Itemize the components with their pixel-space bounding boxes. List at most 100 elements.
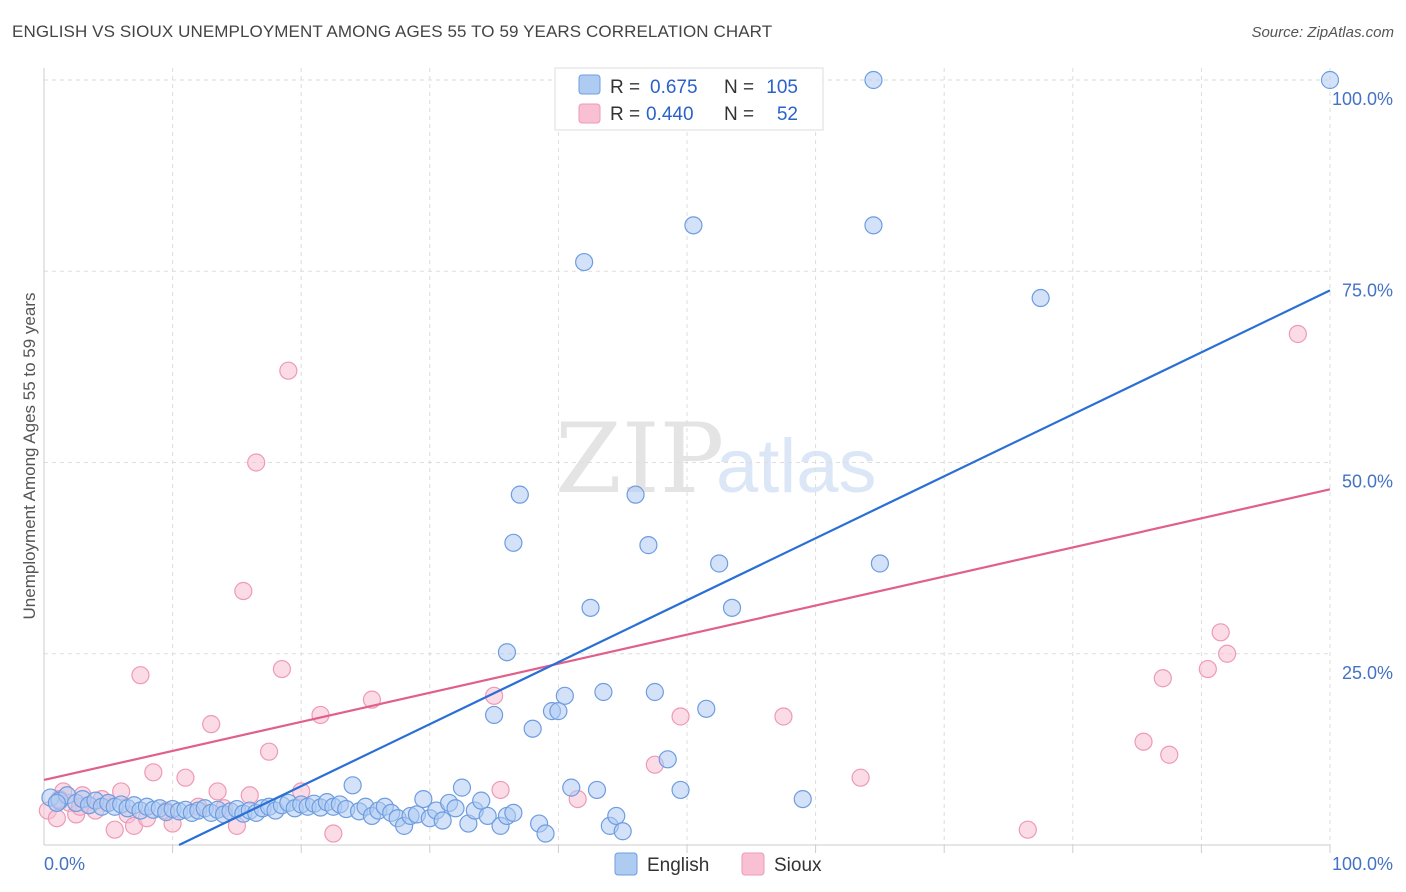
sioux-point	[279, 361, 298, 380]
legend-english-r-label: R =	[610, 77, 640, 98]
english-point	[504, 533, 523, 552]
sioux-point	[1018, 820, 1037, 839]
y-tick-label: 25.0%	[1342, 663, 1393, 683]
sioux-point	[671, 707, 690, 726]
sioux-point	[311, 705, 330, 725]
sioux-point	[234, 581, 253, 601]
english-point	[645, 682, 664, 702]
english-point	[594, 682, 613, 702]
sioux-point	[1134, 732, 1153, 751]
sioux-point	[491, 780, 510, 800]
english-point	[639, 536, 658, 555]
english-point	[864, 216, 883, 235]
sioux-point	[1153, 669, 1172, 688]
sioux-point	[272, 659, 292, 679]
bottom-legend: English Sioux	[614, 852, 822, 876]
english-point	[414, 789, 433, 809]
sioux-point	[851, 768, 870, 787]
trendlines	[43, 289, 1331, 846]
sioux-point	[247, 453, 266, 472]
english-point	[523, 719, 542, 738]
sioux-point	[144, 763, 163, 782]
bottom-legend-english-label: English	[647, 855, 709, 876]
sioux-point	[208, 782, 227, 801]
english-point	[870, 554, 890, 573]
sioux-point	[105, 820, 124, 839]
english-point	[684, 216, 703, 235]
english-point	[710, 554, 729, 573]
english-point	[658, 750, 677, 769]
sioux-point	[240, 786, 259, 805]
chart-source: Source: ZipAtlas.com	[1251, 24, 1394, 41]
english-point	[536, 824, 555, 843]
y-tick-label: 100.0%	[1332, 89, 1393, 109]
axes	[43, 68, 1330, 846]
top-legend: R = 0.675 N = 105 R = 0.440 N = 52	[554, 67, 824, 131]
english-point	[793, 789, 812, 809]
english-point	[452, 778, 472, 797]
sioux-point	[47, 809, 66, 828]
english-point	[478, 806, 497, 826]
english-point	[47, 793, 66, 813]
english-point	[485, 705, 504, 725]
english-point	[1031, 288, 1050, 308]
english-point	[587, 780, 607, 800]
sioux-point	[176, 768, 195, 787]
watermark: ZIP atlas	[555, 403, 877, 515]
sioux-point	[1160, 745, 1179, 764]
legend-sioux-n-value: 52	[777, 104, 798, 125]
legend-sioux-n-label: N =	[724, 104, 754, 125]
sioux-point	[1211, 623, 1230, 642]
bottom-legend-sioux-swatch	[741, 852, 765, 876]
sioux-point	[1198, 659, 1217, 679]
sioux-point	[324, 824, 343, 843]
sioux-point	[1288, 324, 1307, 344]
y-axis-label: Unemployment Among Ages 55 to 59 years	[20, 293, 39, 620]
legend-sioux-r-label: R =	[610, 104, 640, 125]
english-point	[722, 598, 742, 617]
sioux-point	[131, 666, 150, 685]
english-point	[343, 776, 362, 795]
bottom-legend-sioux-label: Sioux	[774, 855, 822, 876]
legend-english-n-value: 105	[766, 77, 798, 98]
english-point	[671, 780, 690, 800]
sioux-point	[1218, 644, 1237, 663]
english-point	[607, 806, 626, 826]
english-point	[575, 252, 594, 272]
y-tick-label: 75.0%	[1342, 280, 1393, 300]
sioux-point	[774, 707, 793, 726]
y-tick-label: 50.0%	[1342, 472, 1393, 492]
gridlines	[44, 68, 1331, 853]
bottom-legend-english-swatch	[614, 852, 638, 876]
english-point	[1320, 70, 1340, 90]
english-trendline	[178, 289, 1331, 846]
legend-english-swatch	[578, 74, 601, 95]
y-tick-labels: 25.0% 50.0% 75.0% 100.0%	[1332, 89, 1393, 683]
legend-english-r-value: 0.675	[650, 77, 698, 98]
english-point	[581, 598, 600, 617]
english-point	[510, 485, 529, 504]
english-point	[626, 485, 645, 504]
english-point	[472, 791, 491, 810]
watermark-atlas: atlas	[716, 424, 877, 509]
english-point	[549, 702, 568, 721]
english-point	[555, 686, 574, 705]
sioux-point	[259, 742, 279, 761]
english-point	[697, 699, 716, 718]
x-tick-label-0: 0.0%	[44, 854, 85, 874]
chart-title: ENGLISH VS SIOUX UNEMPLOYMENT AMONG AGES…	[12, 22, 773, 41]
english-point	[433, 811, 452, 830]
sioux-point	[202, 715, 221, 734]
english-point	[504, 803, 523, 822]
sioux-trendline	[43, 488, 1331, 782]
legend-english-n-label: N =	[724, 77, 754, 98]
x-tick-label-100: 100.0%	[1332, 854, 1393, 874]
legend-sioux-swatch	[578, 103, 601, 124]
legend-sioux-r-value: 0.440	[646, 104, 694, 125]
english-point	[613, 822, 632, 841]
english-point	[864, 70, 883, 90]
english-point	[446, 799, 465, 818]
english-point	[497, 643, 517, 662]
english-point	[562, 778, 581, 797]
